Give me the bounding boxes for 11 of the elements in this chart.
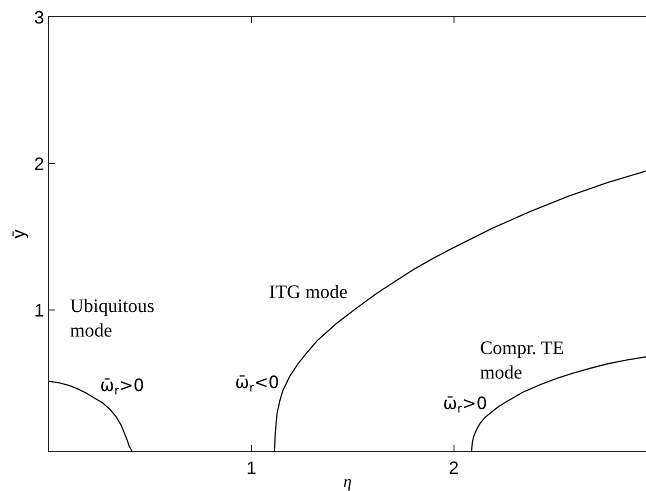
y-axis-title: ȳ: [8, 230, 28, 238]
annotation: ω̄$_{r}$>0: [443, 394, 488, 416]
annotation: Ubiquitous mode: [70, 296, 154, 342]
annotation: Compr. TE mode: [480, 338, 564, 384]
y-tick-label: 2: [34, 154, 44, 174]
x-axis-title: η: [343, 472, 352, 491]
y-tick-label: 3: [34, 7, 44, 28]
y-tick-label: 1: [34, 300, 44, 321]
annotation: ω̄$_{r}$<0: [235, 373, 280, 395]
annotation: ω̄$_{r}$>0: [100, 376, 144, 398]
annotation: ITG mode: [269, 282, 348, 303]
